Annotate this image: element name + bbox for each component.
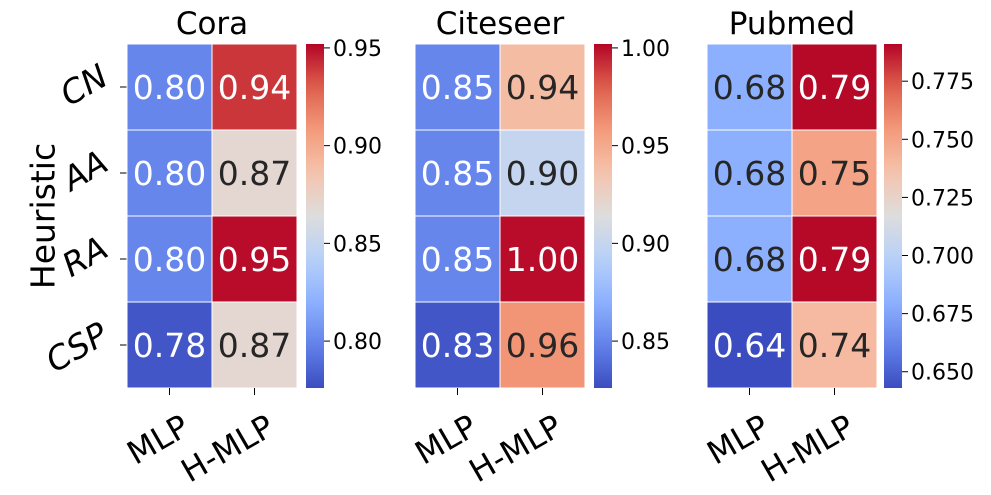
colorbar-tick-label: 1.00 xyxy=(621,37,670,62)
cell-value-label: 0.75 xyxy=(798,154,871,193)
colorbar-tick-label: 0.90 xyxy=(621,232,670,257)
heatmap-cell xyxy=(414,43,501,131)
colorbar-tick-label: 0.675 xyxy=(911,303,974,328)
heatmap-cell xyxy=(126,215,213,303)
heatmap-cell xyxy=(791,215,878,303)
cell-value-label: 0.64 xyxy=(713,326,786,365)
panel-title-cora: Cora xyxy=(176,6,248,42)
cell-value-label: 0.68 xyxy=(713,240,786,279)
colorbar-cora xyxy=(306,44,324,388)
heatmap-cell xyxy=(499,215,586,303)
row-label-cn: CN xyxy=(53,56,114,114)
colorbar-pubmed xyxy=(884,44,902,388)
cell-value-label: 0.85 xyxy=(421,68,494,107)
colorbar-tick-label: 0.725 xyxy=(911,186,974,211)
heatmap-cell xyxy=(706,129,793,217)
cell-value-label: 1.00 xyxy=(506,240,579,279)
heatmap-cell xyxy=(499,301,586,389)
cell-value-label: 0.87 xyxy=(218,154,291,193)
heatmap-cell xyxy=(706,215,793,303)
cell-value-label: 0.87 xyxy=(218,326,291,365)
heatmap-cell xyxy=(414,301,501,389)
row-label-aa: AA xyxy=(54,142,114,199)
cell-value-label: 0.74 xyxy=(798,326,871,365)
cell-value-label: 0.68 xyxy=(713,68,786,107)
heatmap-cell xyxy=(414,129,501,217)
cell-value-label: 0.94 xyxy=(506,68,579,107)
heatmap-cell xyxy=(211,43,298,131)
cell-value-label: 0.79 xyxy=(798,240,871,279)
heatmap-cell xyxy=(211,129,298,217)
row-label-csp: CSP xyxy=(39,314,114,380)
colorbar-tick-label: 0.95 xyxy=(621,135,670,160)
row-label-ra: RA xyxy=(55,228,114,285)
colorbar-tick-label: 0.85 xyxy=(333,232,382,257)
cell-value-label: 0.78 xyxy=(133,326,206,365)
x-tick-label-h-mlp: H-MLP xyxy=(463,407,569,490)
cell-value-label: 0.94 xyxy=(218,68,291,107)
cell-value-label: 0.80 xyxy=(133,240,206,279)
x-tick-label-h-mlp: H-MLP xyxy=(175,407,281,490)
colorbar-tick-label: 0.95 xyxy=(333,37,382,62)
heatmap-cell xyxy=(791,301,878,389)
heatmap-cell xyxy=(126,129,213,217)
cell-value-label: 0.68 xyxy=(713,154,786,193)
cell-value-label: 0.80 xyxy=(133,154,206,193)
cell-value-label: 0.83 xyxy=(421,326,494,365)
colorbar-tick-label: 0.650 xyxy=(911,361,974,386)
heatmap-cell xyxy=(499,43,586,131)
heatmap-cell xyxy=(706,43,793,131)
heatmap-cell xyxy=(499,129,586,217)
heatmap-cell xyxy=(211,301,298,389)
colorbar-tick-label: 0.750 xyxy=(911,128,974,153)
cell-value-label: 0.85 xyxy=(421,154,494,193)
colorbar-tick-label: 0.700 xyxy=(911,245,974,270)
x-tick-label-h-mlp: H-MLP xyxy=(755,407,861,490)
cell-value-label: 0.90 xyxy=(506,154,579,193)
heatmap-cell xyxy=(414,215,501,303)
y-axis-label: Heuristic xyxy=(24,143,63,289)
cell-value-label: 0.96 xyxy=(506,326,579,365)
cell-value-label: 0.79 xyxy=(798,68,871,107)
panel-title-pubmed: Pubmed xyxy=(729,6,855,42)
heatmap-cell xyxy=(706,301,793,389)
colorbar-tick-label: 0.775 xyxy=(911,70,974,95)
cell-value-label: 0.95 xyxy=(218,240,291,279)
colorbar-tick-label: 0.90 xyxy=(333,135,382,160)
colorbar-tick-label: 0.85 xyxy=(621,330,670,355)
panel-title-citeseer: Citeseer xyxy=(436,6,565,42)
cell-value-label: 0.80 xyxy=(133,68,206,107)
heatmap-cell xyxy=(211,215,298,303)
colorbar-citeseer xyxy=(594,44,612,388)
cell-value-label: 0.85 xyxy=(421,240,494,279)
heatmap-cell xyxy=(791,129,878,217)
colorbar-tick-label: 0.80 xyxy=(333,330,382,355)
